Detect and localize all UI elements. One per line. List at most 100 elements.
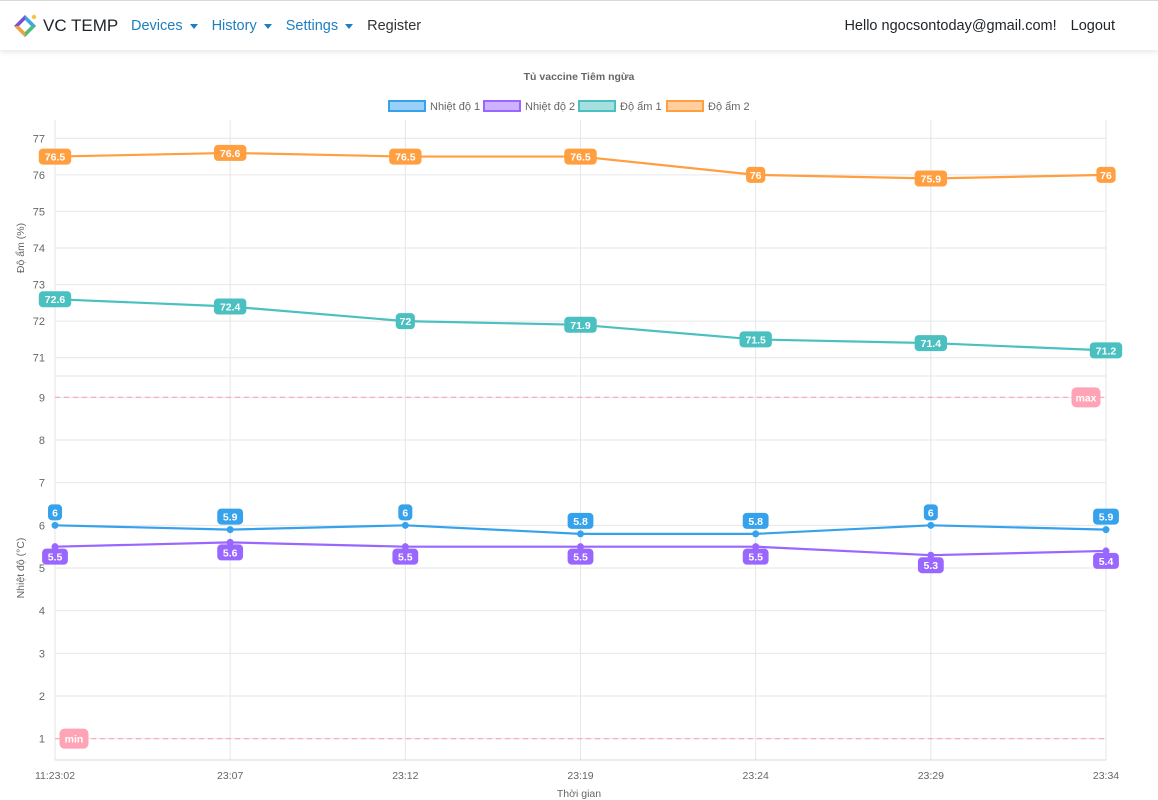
y-tick-label: 1 xyxy=(39,734,45,746)
data-label: 5.5 xyxy=(748,552,763,564)
data-label-badge xyxy=(392,548,419,565)
data-point[interactable] xyxy=(51,521,59,529)
threshold-label-min: min xyxy=(65,734,84,746)
y-tick-label: 4 xyxy=(39,606,45,618)
brand-logo-icon xyxy=(14,14,37,37)
data-point[interactable] xyxy=(752,530,760,538)
caret-down-icon xyxy=(189,23,198,29)
y-tick-label: 6 xyxy=(39,520,45,532)
y-tick-label: 9 xyxy=(39,392,45,404)
data-label-badge xyxy=(1096,166,1116,183)
nav-devices[interactable]: Devices xyxy=(131,18,198,34)
data-label-badge xyxy=(398,504,413,521)
user-area: Hello ngocsontoday@gmail.com! Logout xyxy=(844,1,1115,51)
data-label-badge xyxy=(742,548,769,565)
data-label: 76.5 xyxy=(570,152,591,164)
x-tick-label: 23:19 xyxy=(567,770,593,782)
legend-label: Độ ẩm 2 xyxy=(708,101,750,113)
legend-label: Độ ẩm 1 xyxy=(620,101,662,113)
data-label-badge xyxy=(914,170,948,187)
data-label-badge xyxy=(917,557,944,574)
data-label: 5.9 xyxy=(1099,512,1114,524)
x-tick-label: 23:29 xyxy=(918,770,944,782)
legend-label: Nhiệt độ 2 xyxy=(525,101,575,113)
y-tick-label: 2 xyxy=(39,691,45,703)
legend-swatch[interactable] xyxy=(578,100,616,112)
data-point[interactable] xyxy=(1102,526,1110,534)
data-label: 5.5 xyxy=(398,552,413,564)
y-tick-label: 71 xyxy=(33,353,45,365)
nav-register-label: Register xyxy=(367,18,422,34)
data-label: 5.5 xyxy=(48,552,63,564)
legend-swatch[interactable] xyxy=(388,100,426,112)
y-tick-label: 8 xyxy=(39,435,45,447)
data-label: 76.5 xyxy=(395,152,416,164)
data-label: 6 xyxy=(402,507,408,519)
data-point[interactable] xyxy=(577,530,584,538)
y-tick-label: 76 xyxy=(33,170,45,182)
data-label: 5.3 xyxy=(924,560,939,572)
data-label-badge xyxy=(564,148,597,165)
data-label-badge xyxy=(564,316,597,333)
data-label-badge xyxy=(38,148,72,165)
caret-down-icon xyxy=(345,23,354,29)
data-label-badge xyxy=(1093,508,1119,525)
data-label: 71.5 xyxy=(745,334,766,346)
data-label: 76.6 xyxy=(220,148,241,160)
y-tick-label: 72 xyxy=(33,316,45,328)
x-axis-title: Thời gian xyxy=(557,788,601,800)
data-label: 72.6 xyxy=(45,294,66,306)
data-label: 6 xyxy=(928,507,934,519)
sensor-line-chart: Tủ vaccine Tiêm ngừa Nhiệt độ 1 Nhiệt độ 2… xyxy=(15,71,1123,800)
data-label-badge xyxy=(213,144,247,161)
data-label: 5.5 xyxy=(573,552,588,564)
data-label: 72.4 xyxy=(220,302,241,314)
chart-title: Tủ vaccine Tiêm ngừa xyxy=(524,71,635,83)
data-label-badge xyxy=(1089,342,1123,359)
navbar: VC TEMP Devices History Settings Registe… xyxy=(0,0,1158,50)
threshold-badge-min xyxy=(59,728,89,749)
data-label: 5.4 xyxy=(1099,556,1114,568)
data-label-badge xyxy=(923,504,938,521)
data-label: 6 xyxy=(52,507,58,519)
nav-settings[interactable]: Settings xyxy=(285,18,354,34)
y-axis-title-humidity: Độ ẩm (%) xyxy=(15,223,27,273)
x-tick-label: 23:12 xyxy=(392,770,418,782)
data-label-badge xyxy=(389,148,422,165)
data-label-badge xyxy=(42,548,68,565)
data-point[interactable] xyxy=(927,521,935,529)
data-point[interactable] xyxy=(401,521,409,529)
nav-settings-label: Settings xyxy=(285,18,339,34)
threshold-badge-max xyxy=(1071,387,1101,408)
threshold-label-max: max xyxy=(1075,392,1096,404)
y-tick-label: 5 xyxy=(39,563,45,575)
y-tick-label: 7 xyxy=(39,478,45,490)
brand-link[interactable]: VC TEMP xyxy=(13,11,118,41)
data-label: 71.4 xyxy=(921,338,942,350)
data-label-badge xyxy=(48,504,62,521)
legend-swatch[interactable] xyxy=(483,100,521,112)
logout-link[interactable]: Logout xyxy=(1070,18,1115,34)
y-tick-label: 73 xyxy=(33,280,45,292)
data-label: 76 xyxy=(1100,170,1112,182)
nav-history[interactable]: History xyxy=(212,18,272,34)
data-label-badge xyxy=(38,291,72,308)
data-label-badge xyxy=(746,166,766,183)
data-label: 5.8 xyxy=(573,516,588,528)
data-label: 5.8 xyxy=(748,516,763,528)
data-label-badge xyxy=(217,508,244,525)
y-tick-label: 3 xyxy=(39,648,45,660)
data-point[interactable] xyxy=(226,526,234,534)
x-tick-label: 23:24 xyxy=(743,770,769,782)
x-tick-label: 23:07 xyxy=(217,770,243,782)
legend-label: Nhiệt độ 1 xyxy=(430,101,480,113)
data-label-badge xyxy=(1093,552,1119,569)
nav-devices-label: Devices xyxy=(131,18,183,34)
nav-register[interactable]: Register xyxy=(367,18,421,34)
data-label: 75.9 xyxy=(921,174,942,186)
main-nav: Devices History Settings Register xyxy=(131,1,435,51)
legend-swatch[interactable] xyxy=(666,100,704,112)
caret-down-icon xyxy=(263,23,272,29)
x-tick-label: 11:23:02 xyxy=(35,770,75,782)
y-tick-label: 77 xyxy=(33,133,45,145)
